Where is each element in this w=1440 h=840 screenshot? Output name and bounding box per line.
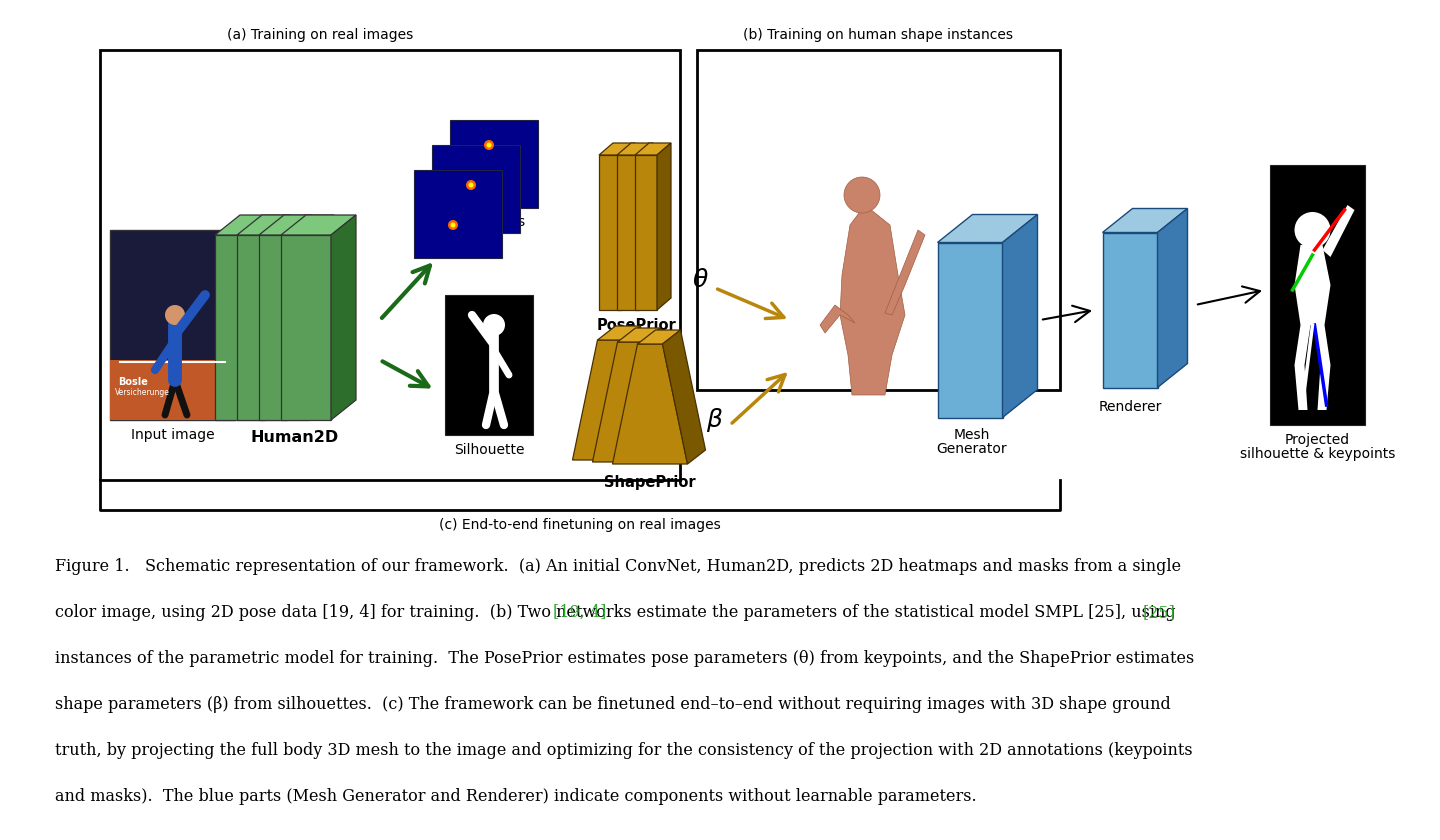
Polygon shape [616,155,639,310]
Polygon shape [639,143,652,310]
FancyBboxPatch shape [449,120,539,208]
Circle shape [467,180,477,190]
Polygon shape [238,215,312,235]
Polygon shape [840,205,904,395]
Polygon shape [621,143,635,310]
Polygon shape [599,155,621,310]
Text: Figure 1.   Schematic representation of our framework.  (a) An initial ConvNet, : Figure 1. Schematic representation of ou… [55,558,1181,575]
Circle shape [166,305,184,325]
FancyBboxPatch shape [432,145,520,233]
Text: color image, using 2D pose data [19, 4] for training.  (b) Two networks estimate: color image, using 2D pose data [19, 4] … [55,604,1175,621]
Text: [19, 4]: [19, 4] [553,604,606,621]
Text: instances of the parametric model for training.  The PosePrior estimates pose pa: instances of the parametric model for tr… [55,650,1194,667]
Polygon shape [886,230,924,315]
Text: PosePrior: PosePrior [598,318,677,333]
Text: $\beta$: $\beta$ [707,406,724,434]
Polygon shape [642,328,685,462]
Polygon shape [215,235,265,420]
Circle shape [468,182,474,187]
Text: Heatmaps: Heatmaps [455,215,526,229]
Polygon shape [259,235,310,420]
Polygon shape [1002,214,1037,417]
Text: shape parameters (β) from silhouettes.  (c) The framework can be finetuned end–t: shape parameters (β) from silhouettes. (… [55,696,1171,713]
Text: Input image: Input image [131,428,215,442]
Polygon shape [215,215,289,235]
Polygon shape [592,342,668,462]
Polygon shape [618,328,661,342]
Polygon shape [331,215,356,420]
Text: Mesh: Mesh [953,428,991,442]
Polygon shape [599,143,635,155]
Text: (c) End-to-end finetuning on real images: (c) End-to-end finetuning on real images [439,518,721,532]
Text: and masks).  The blue parts (Mesh Generator and Renderer) indicate components wi: and masks). The blue parts (Mesh Generat… [55,788,976,805]
Polygon shape [622,326,665,460]
Polygon shape [1322,205,1355,257]
Polygon shape [573,340,648,460]
Text: $\theta$: $\theta$ [691,268,708,292]
Polygon shape [238,235,287,420]
Text: ShapePrior: ShapePrior [605,475,696,490]
Polygon shape [1103,233,1158,387]
Circle shape [487,143,491,148]
Polygon shape [937,243,1002,417]
Polygon shape [937,214,1037,243]
Polygon shape [259,215,334,235]
Polygon shape [598,326,641,340]
Text: Bosle: Bosle [118,377,148,387]
Polygon shape [265,215,289,420]
Text: Silhouette: Silhouette [454,443,524,457]
Polygon shape [612,344,687,464]
Polygon shape [819,305,855,333]
Polygon shape [1158,208,1188,387]
Circle shape [451,223,455,228]
Text: (a) Training on real images: (a) Training on real images [228,28,413,42]
Text: silhouette & keypoints: silhouette & keypoints [1240,447,1395,461]
Circle shape [1295,212,1331,248]
Polygon shape [1103,208,1188,233]
Polygon shape [1295,245,1331,410]
Text: (b) Training on human shape instances: (b) Training on human shape instances [743,28,1012,42]
Polygon shape [281,235,331,420]
Circle shape [484,140,494,150]
Circle shape [448,220,458,230]
FancyBboxPatch shape [1270,165,1365,425]
Text: [25]: [25] [1143,604,1176,621]
Polygon shape [635,143,671,155]
FancyBboxPatch shape [109,230,235,420]
FancyBboxPatch shape [415,170,503,258]
Text: Generator: Generator [936,442,1008,456]
Polygon shape [657,143,671,310]
FancyBboxPatch shape [445,295,533,435]
Text: Versicherunge: Versicherunge [115,388,170,397]
Polygon shape [662,330,706,464]
Polygon shape [281,215,356,235]
Text: Human2D: Human2D [251,430,340,445]
Polygon shape [638,330,681,344]
Text: truth, by projecting the full body 3D mesh to the image and optimizing for the c: truth, by projecting the full body 3D me… [55,742,1192,759]
Polygon shape [616,143,652,155]
Circle shape [482,314,505,336]
Polygon shape [635,155,657,310]
Text: Renderer: Renderer [1099,400,1162,414]
Text: Projected: Projected [1284,433,1351,447]
Circle shape [844,177,880,213]
Circle shape [1310,226,1319,234]
Polygon shape [287,215,312,420]
Polygon shape [109,360,235,420]
Polygon shape [310,215,334,420]
